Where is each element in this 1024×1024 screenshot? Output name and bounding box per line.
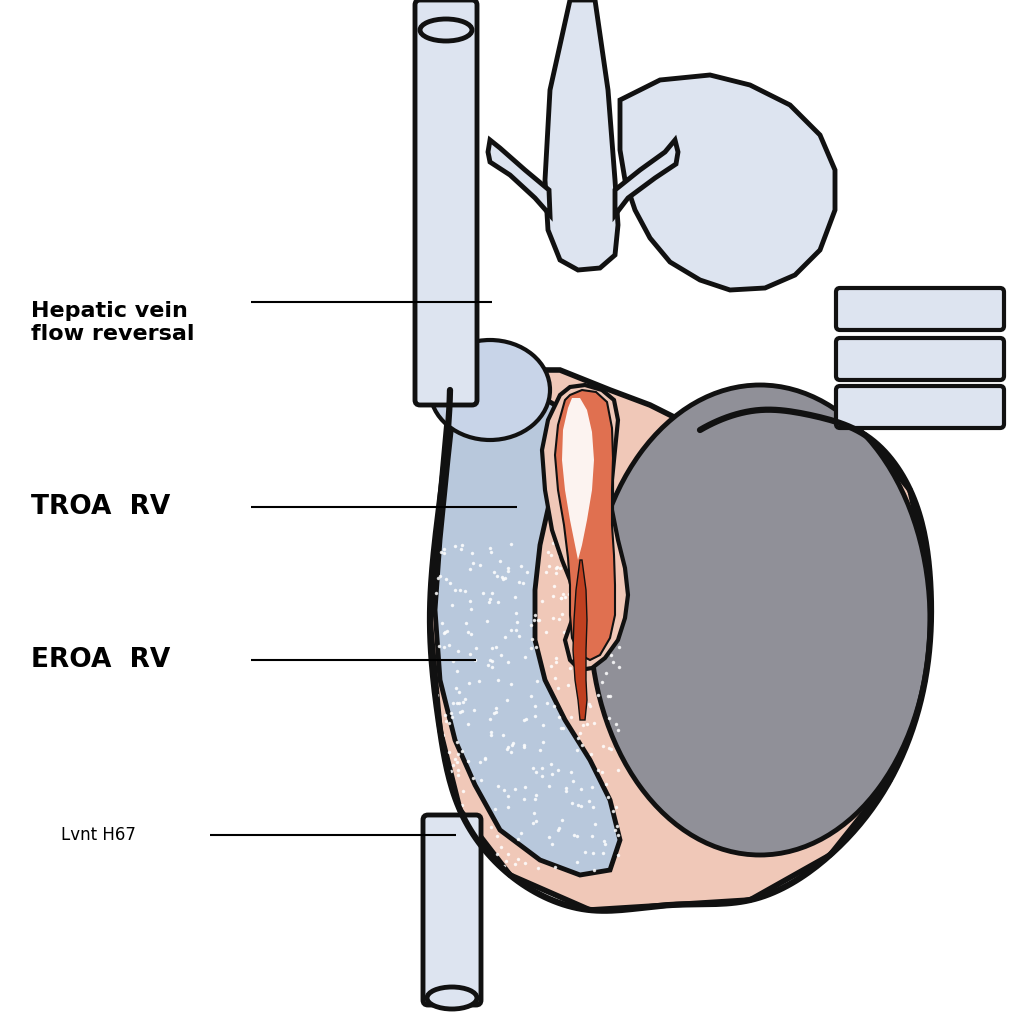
Ellipse shape bbox=[430, 340, 550, 440]
Polygon shape bbox=[435, 383, 620, 874]
FancyBboxPatch shape bbox=[836, 288, 1004, 330]
Polygon shape bbox=[615, 140, 678, 215]
Polygon shape bbox=[573, 560, 587, 720]
Polygon shape bbox=[430, 370, 930, 910]
Polygon shape bbox=[542, 385, 628, 670]
FancyBboxPatch shape bbox=[423, 815, 481, 1005]
Text: EROA  RV: EROA RV bbox=[31, 647, 170, 674]
Ellipse shape bbox=[427, 987, 477, 1009]
Polygon shape bbox=[488, 140, 550, 215]
Polygon shape bbox=[545, 0, 618, 270]
Polygon shape bbox=[620, 75, 835, 290]
Text: Hepatic vein
flow reversal: Hepatic vein flow reversal bbox=[31, 301, 195, 344]
Polygon shape bbox=[555, 390, 615, 660]
FancyBboxPatch shape bbox=[836, 338, 1004, 380]
FancyBboxPatch shape bbox=[415, 0, 477, 406]
FancyBboxPatch shape bbox=[836, 386, 1004, 428]
Text: TROA  RV: TROA RV bbox=[31, 494, 170, 520]
Ellipse shape bbox=[590, 385, 930, 855]
Text: Lvnt H67: Lvnt H67 bbox=[61, 825, 136, 844]
Polygon shape bbox=[562, 398, 594, 560]
Ellipse shape bbox=[420, 19, 472, 41]
